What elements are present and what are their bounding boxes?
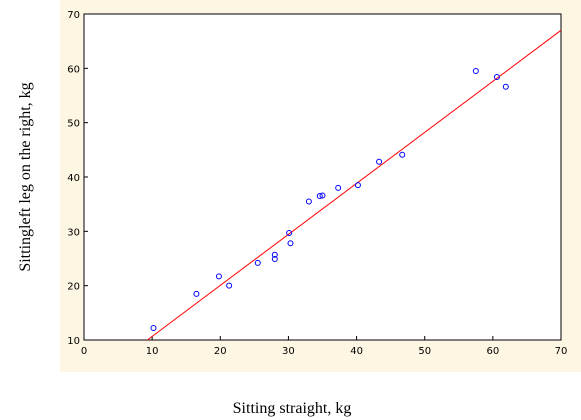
x-tick-label: 40: [350, 346, 363, 357]
y-axis-label: Sittingleft leg on the right, kg: [17, 82, 34, 271]
data-point: [493, 74, 500, 81]
data-point: [271, 256, 278, 263]
data-point: [150, 325, 157, 332]
data-point: [286, 229, 293, 236]
data-point: [193, 290, 200, 297]
data-point: [305, 198, 312, 205]
data-point: [335, 184, 342, 191]
y-tick-label: 30: [67, 227, 80, 238]
x-tick-label: 70: [555, 346, 568, 357]
x-tick-label: 10: [146, 346, 159, 357]
y-tick-label: 20: [67, 282, 80, 293]
data-point: [271, 251, 278, 258]
data-point: [287, 240, 294, 247]
y-tick-label: 60: [67, 64, 80, 75]
fit-line: [147, 29, 562, 341]
y-tick-label: 70: [67, 10, 80, 21]
x-tick-label: 50: [418, 346, 431, 357]
data-point: [502, 83, 509, 90]
data-point: [316, 193, 323, 200]
data-point: [254, 259, 261, 266]
data-point: [226, 282, 233, 289]
data-point: [354, 182, 361, 189]
y-tick-label: 10: [67, 336, 80, 347]
x-tick-label: 20: [214, 346, 227, 357]
x-tick-label: 0: [81, 346, 87, 357]
y-tick-label: 50: [67, 119, 80, 130]
x-axis-label: Sitting straight, kg: [233, 400, 352, 417]
data-point: [472, 68, 479, 75]
data-point: [215, 273, 222, 280]
data-point: [399, 151, 406, 158]
x-tick-label: 30: [282, 346, 295, 357]
data-point: [376, 158, 383, 165]
data-point: [319, 192, 326, 199]
plot-area: [83, 13, 562, 341]
x-tick-label: 60: [486, 346, 499, 357]
y-tick-label: 40: [67, 173, 80, 184]
